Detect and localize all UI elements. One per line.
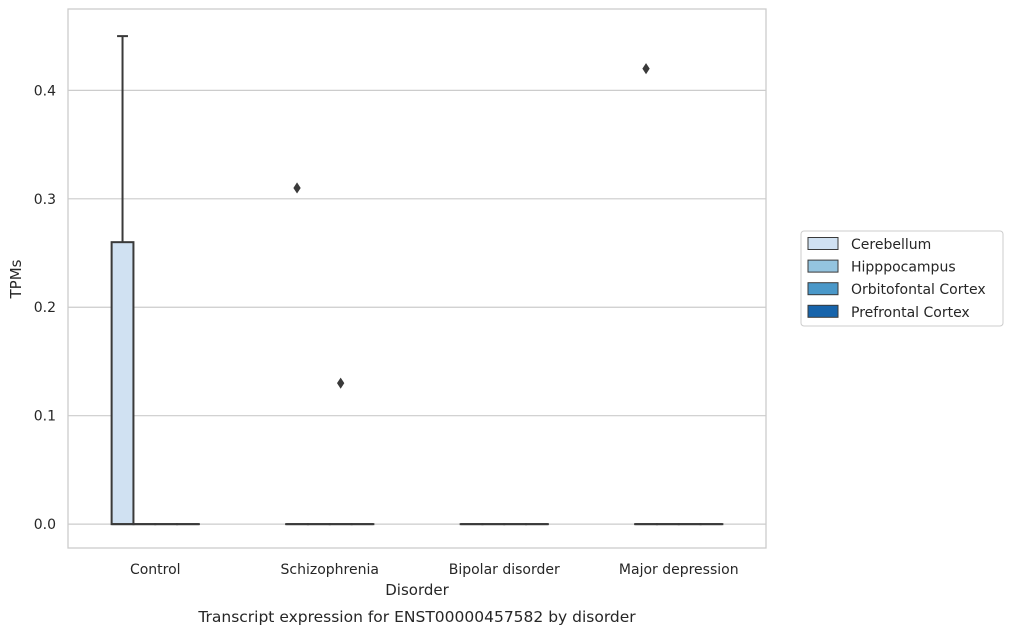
legend-swatch xyxy=(807,282,839,296)
box-body xyxy=(110,241,135,526)
y-tick-labels: 0.0 0.1 0.2 0.3 0.4 xyxy=(34,83,56,533)
legend-label: Orbitofontal Cortex xyxy=(851,282,986,298)
y-tick-label: 0.0 xyxy=(34,517,56,533)
legend-swatch xyxy=(807,259,839,273)
box-cerebellum xyxy=(110,35,135,526)
x-tick-label: Major depression xyxy=(619,562,739,578)
legend: Cerebellum Hipppocampus Orbitofontal Corte… xyxy=(800,230,1004,327)
legend-item: Prefrontal Cortex xyxy=(807,304,970,321)
legend-label: Prefrontal Cortex xyxy=(851,305,970,321)
legend-swatch xyxy=(807,304,839,318)
y-tick-label: 0.3 xyxy=(34,192,56,208)
legend-item: Cerebellum xyxy=(807,237,931,253)
legend-label: Hipppocampus xyxy=(851,260,956,276)
box-plots xyxy=(110,35,724,526)
outlier-point xyxy=(293,182,301,194)
legend-item: Orbitofontal Cortex xyxy=(807,282,986,298)
outlier-point xyxy=(642,63,650,75)
box-orbitofontal-cortex xyxy=(328,377,353,526)
x-axis-label: Disorder xyxy=(385,581,449,599)
legend-label: Cerebellum xyxy=(851,237,931,253)
plot-frame xyxy=(67,8,767,549)
legend-frame xyxy=(800,230,1004,327)
chart-caption: Transcript expression for ENST0000045758… xyxy=(197,608,636,626)
y-axis-label: TPMs xyxy=(7,259,25,299)
x-tick-label: Bipolar disorder xyxy=(449,562,560,578)
y-tick-label: 0.1 xyxy=(34,409,56,425)
x-tick-label: Schizophrenia xyxy=(281,562,379,578)
legend-swatch xyxy=(807,237,839,250)
y-tick-label: 0.2 xyxy=(34,300,56,316)
y-tick-label: 0.4 xyxy=(34,83,56,99)
legend-item: Hipppocampus xyxy=(807,259,956,276)
x-tick-labels: Control Schizophrenia Bipolar disorder Majo… xyxy=(130,562,739,578)
outlier-point xyxy=(336,377,345,389)
x-tick-label: Control xyxy=(130,562,181,578)
